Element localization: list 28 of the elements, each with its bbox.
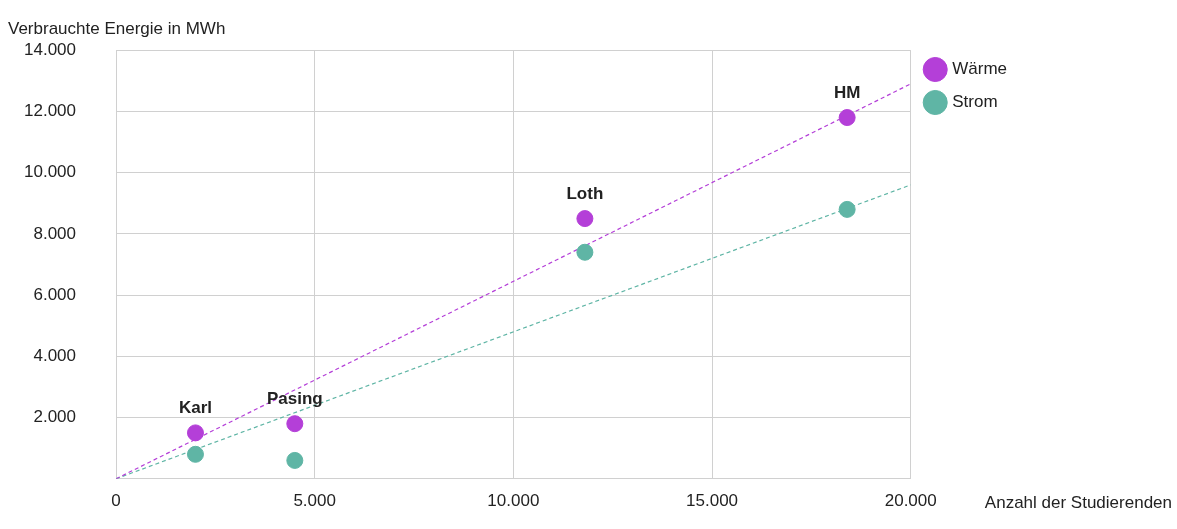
annotation: Loth <box>566 183 604 203</box>
y-tick-label: 10.000 <box>24 162 76 182</box>
y-tick-label: 14.000 <box>24 39 76 59</box>
y-tick-label: 12.000 <box>24 101 76 121</box>
y-tick-label: 6.000 <box>33 284 76 304</box>
annotation: Karl <box>178 398 213 418</box>
point <box>286 451 304 469</box>
point <box>838 109 856 127</box>
point <box>576 210 594 228</box>
legend-label: Strom <box>952 92 998 112</box>
y-tick-label: 4.000 <box>33 346 76 366</box>
x-tick-label: 5.000 <box>293 490 336 510</box>
point <box>576 243 594 261</box>
point <box>838 200 856 218</box>
point <box>286 415 304 433</box>
x-tick-label: 0 <box>111 490 121 510</box>
y-tick-label: 8.000 <box>33 223 76 243</box>
x-axis-title: Anzahl der Studierenden <box>984 493 1172 513</box>
y-axis-title: Verbrauchte Energie in MWh <box>8 19 226 39</box>
annotation: Pasing <box>266 388 323 408</box>
point <box>186 445 204 463</box>
x-tick-label: 10.000 <box>487 490 540 510</box>
point <box>186 424 204 442</box>
annotation: HM <box>833 82 861 102</box>
y-tick-label: 2.000 <box>33 407 76 427</box>
x-tick-label: 15.000 <box>686 490 739 510</box>
x-tick-label: 20.000 <box>884 490 937 510</box>
legend-label: Wärme <box>952 59 1007 79</box>
